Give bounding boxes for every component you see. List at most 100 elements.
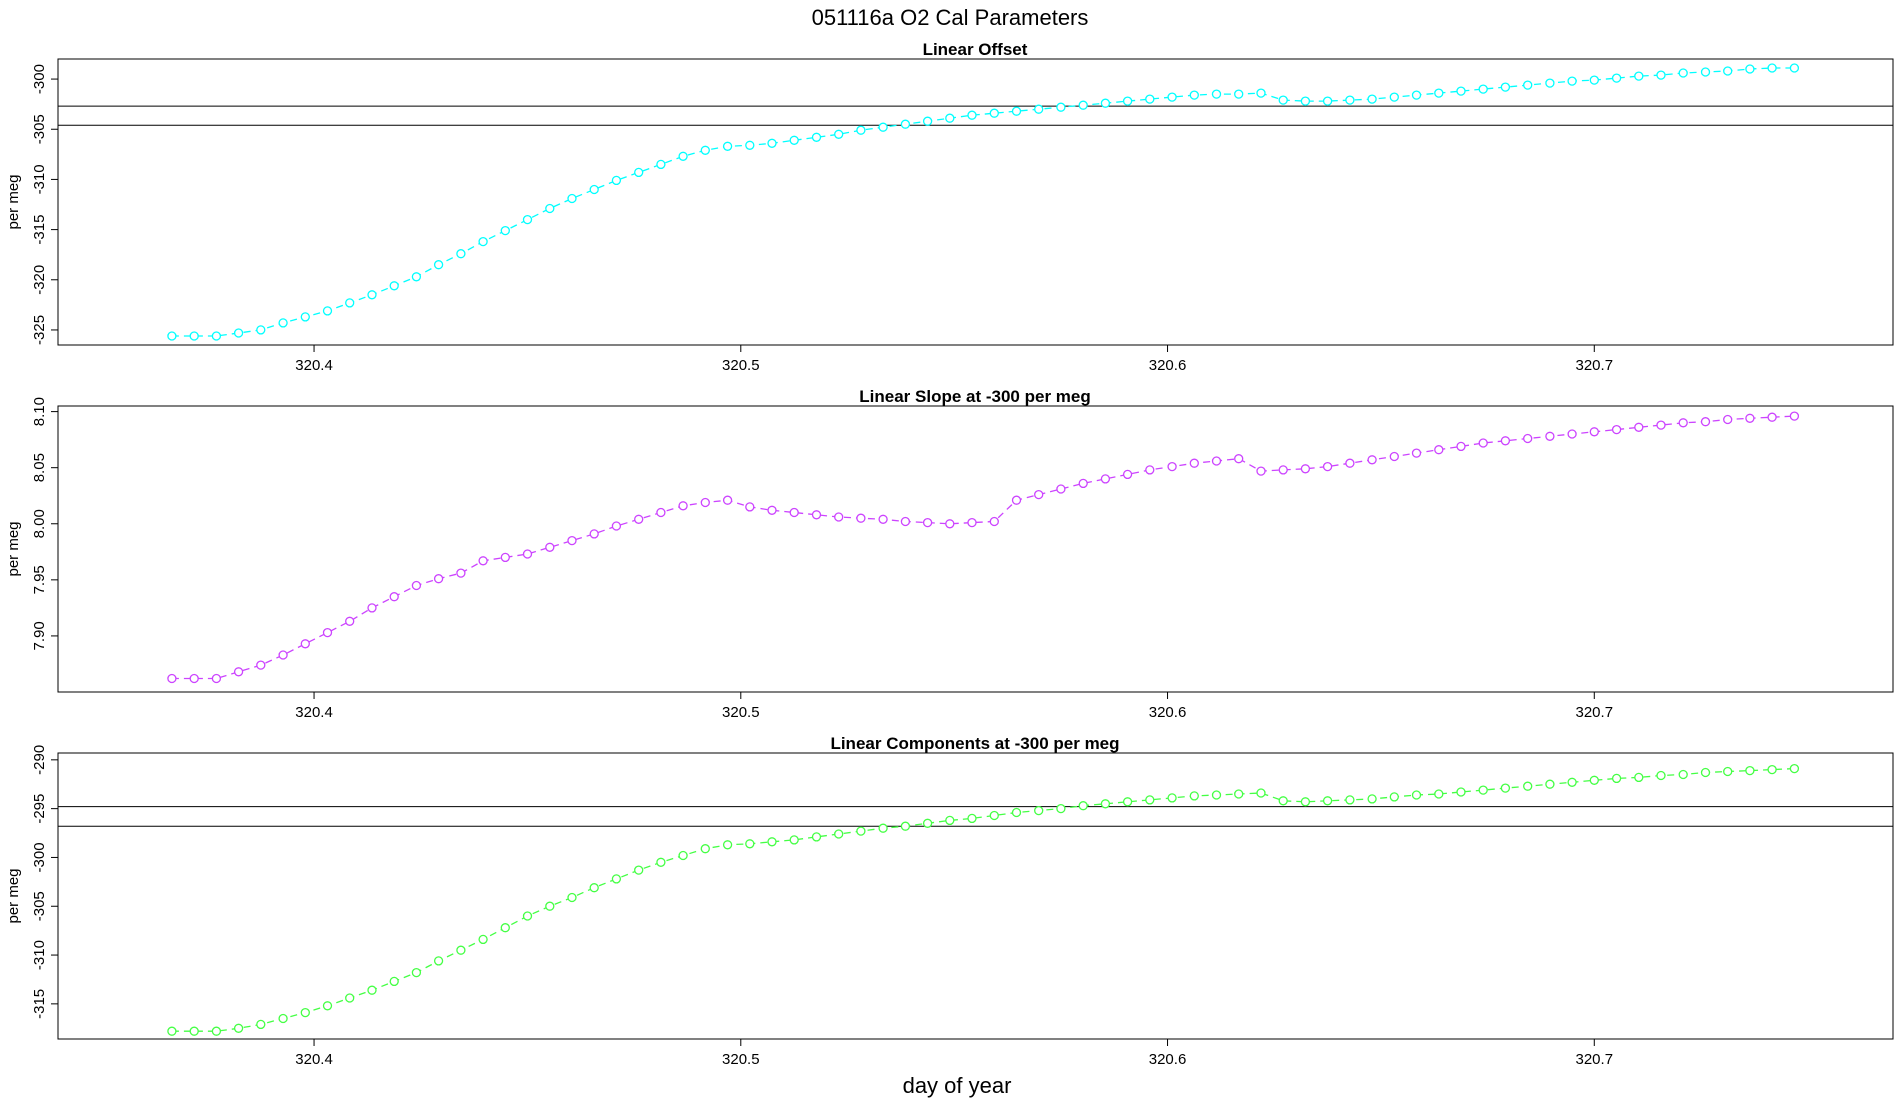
data-point [767,505,777,515]
data-point [1100,98,1111,108]
data-point [456,568,466,578]
data-point [922,116,933,126]
data-point [500,923,510,933]
data-point [478,556,488,566]
data-point [1678,769,1688,780]
data-point [1234,789,1244,799]
data-point [278,318,288,328]
data-point [1034,489,1044,500]
data-point [1078,100,1088,110]
data-point [900,821,911,831]
data-point [478,236,488,247]
data-point [1723,766,1733,777]
data-point [1345,795,1355,805]
data-point [367,603,377,613]
data-point [567,193,577,204]
data-point [922,818,933,828]
data-point [1278,796,1288,806]
data-point [922,517,933,528]
data-point [1678,68,1688,78]
data-point [1189,90,1199,100]
data-point [1700,767,1711,778]
x-tick-label: 320.4 [295,1051,333,1068]
data-point [1011,495,1022,505]
data-point [1789,763,1800,774]
data-point [1322,461,1333,472]
panel-linear-components: Linear Components at -300 per meg per me… [5,734,1894,1068]
data-point [1434,445,1444,455]
data-point [1723,414,1733,425]
data-point [189,673,199,684]
data-point [1589,427,1599,437]
data-point [256,325,266,335]
data-point [1300,797,1311,807]
data-point [1056,803,1066,814]
data-point [1011,807,1022,818]
panel-title: Linear Slope at -300 per meg [859,387,1090,406]
y-tick-label: -310 [31,940,48,970]
data-point [678,850,688,861]
data-point [878,122,888,132]
data-point [1234,89,1244,99]
data-point [1322,796,1333,806]
data-point [1634,772,1644,783]
data-point [433,260,444,270]
data-point [522,911,533,921]
data-point [878,823,888,833]
data-point [322,306,333,316]
panel-title: Linear Offset [923,40,1028,59]
data-point [1567,76,1577,86]
series-line [171,415,1795,680]
data-point [1300,96,1311,106]
data-point [745,839,755,849]
data-point [722,141,733,151]
data-point [1122,96,1133,106]
data-point [634,167,644,178]
data-point [1078,478,1088,489]
data-point [233,328,244,338]
plot-frame [57,752,1894,1040]
data-point [1500,82,1511,92]
data-point [611,874,622,884]
data-point [1034,805,1044,816]
data-point [1122,469,1133,480]
x-tick-label: 320.5 [722,704,760,721]
y-tick-label: -305 [31,114,48,144]
x-tick-label: 320.6 [1149,357,1187,374]
data-point [1656,420,1666,430]
x-tick-label: 320.7 [1576,1051,1614,1068]
data-point [900,119,911,129]
data-point [1611,73,1622,83]
x-tick-label: 320.7 [1576,357,1614,374]
x-tick-label: 320.5 [722,357,760,374]
data-point [1434,789,1444,799]
data-point [1345,458,1355,468]
y-axis-label: per meg [5,521,22,576]
x-axis-label: day of year [903,1073,1012,1098]
data-point [1789,63,1800,73]
data-point [1789,411,1800,421]
data-point [500,552,510,563]
y-tick-label: 7.90 [31,621,48,650]
series-line [171,767,1795,1032]
data-point [1056,484,1066,494]
data-point [1389,792,1399,802]
data-point [700,145,710,155]
y-tick-label: -300 [31,64,48,94]
data-point [1145,94,1155,104]
data-point [167,673,177,684]
data-point [1189,458,1199,468]
data-point [1367,94,1377,104]
data-point [1523,433,1533,444]
data-point [900,516,911,527]
data-point [611,521,622,531]
data-point [433,956,444,966]
data-point [1589,75,1599,85]
data-point [989,810,999,821]
data-point [1478,84,1488,94]
data-point [789,507,799,518]
y-tick-label: 8.10 [31,397,48,426]
data-point [722,495,733,505]
data-point [567,892,577,903]
